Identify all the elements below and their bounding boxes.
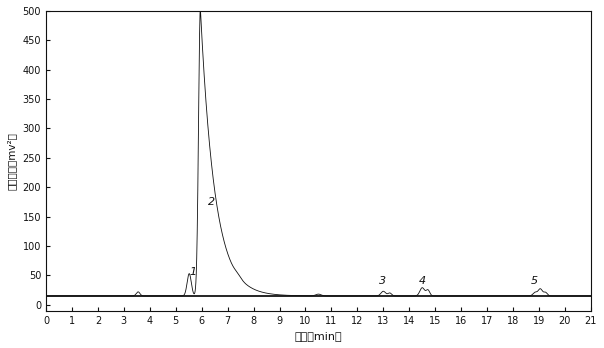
Text: 5: 5 [531, 276, 538, 286]
X-axis label: 时间（min）: 时间（min） [295, 331, 342, 341]
Text: 1: 1 [189, 267, 196, 277]
Y-axis label: 信号强度（mv²）: 信号强度（mv²） [7, 132, 17, 190]
Text: 2: 2 [208, 197, 215, 207]
Text: 3: 3 [379, 276, 387, 286]
Text: 4: 4 [419, 276, 425, 286]
